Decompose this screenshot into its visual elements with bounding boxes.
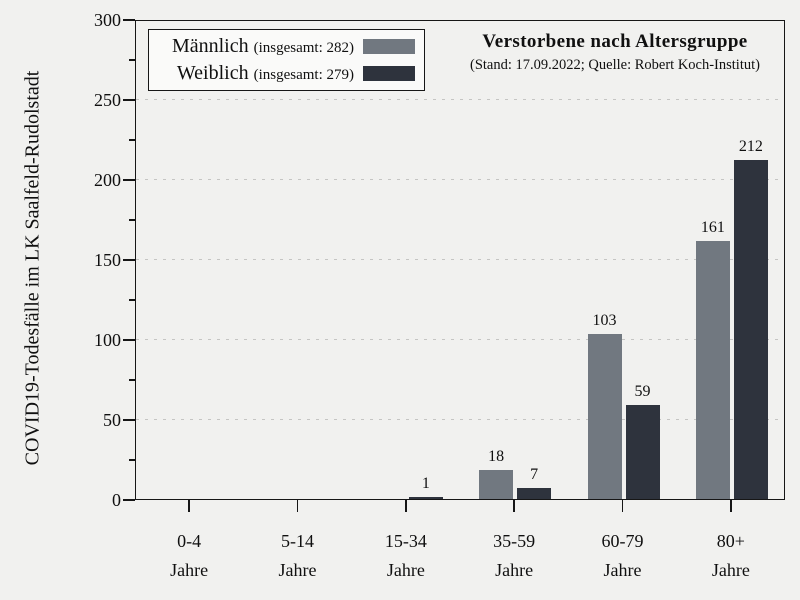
value-label-Weiblich-35-59: 7	[530, 465, 539, 483]
chart-subtitle: (Stand: 17.09.2022; Quelle: Robert Koch-…	[470, 57, 760, 73]
y-tick-0	[123, 499, 135, 501]
y-tick-200	[123, 179, 135, 181]
x-tick-5-14	[296, 500, 299, 512]
x-label-5-14: 5-14 Jahre	[244, 527, 352, 585]
value-label-Männlich-80+: 161	[700, 219, 725, 237]
x-label-range: 80+	[716, 531, 745, 551]
gridline-250	[136, 98, 784, 100]
y-minor-tick-125	[129, 299, 135, 301]
x-label-range: 15-34	[384, 531, 427, 551]
x-tick-0-4	[188, 500, 190, 512]
y-tick-label-200: 200	[94, 170, 121, 190]
legend-swatch-female	[363, 65, 415, 81]
value-label-Weiblich-60-79: 59	[634, 382, 651, 400]
y-minor-tick-75	[129, 379, 135, 381]
x-tick-60-79	[621, 500, 624, 512]
chart-title-block: Verstorbene nach Altersgruppe (Stand: 17…	[445, 31, 785, 74]
x-label-35-59: 35-59 Jahre	[460, 527, 568, 585]
gridline-200	[136, 178, 784, 180]
y-tick-label-0: 0	[112, 490, 121, 510]
legend-item-male: Männlich (insgesamt: 282)	[153, 35, 415, 58]
x-label-unit: Jahre	[603, 560, 642, 580]
value-label-Weiblich-15-34: 1	[421, 475, 430, 493]
x-tick-15-34	[405, 500, 407, 512]
bar-Weiblich-35-59	[517, 487, 552, 499]
y-minor-tick-175	[129, 219, 135, 221]
y-tick-250	[123, 99, 135, 101]
chart-title: Verstorbene nach Altersgruppe	[482, 31, 748, 52]
y-tick-100	[123, 339, 135, 341]
x-label-range: 0-4	[177, 531, 202, 551]
x-label-range: 60-79	[601, 531, 644, 551]
x-tick-35-59	[513, 500, 515, 512]
bar-Männlich-35-59	[479, 470, 514, 499]
gridline-150	[136, 258, 784, 260]
y-minor-tick-25	[129, 459, 135, 461]
bar-Weiblich-60-79	[625, 404, 660, 499]
x-label-range: 5-14	[281, 531, 314, 551]
legend-item-female: Weiblich (insgesamt: 279)	[153, 62, 415, 85]
gridline-100	[136, 338, 784, 340]
y-tick-label-150: 150	[94, 250, 121, 270]
y-tick-label-300: 300	[94, 10, 121, 30]
y-minor-tick-225	[129, 139, 135, 141]
legend-swatch-male	[363, 39, 415, 55]
x-label-range: 35-59	[493, 531, 536, 551]
x-label-0-4: 0-4 Jahre	[135, 527, 243, 585]
x-label-unit: Jahre	[170, 560, 209, 580]
x-label-60-79: 60-79 Jahre	[569, 527, 677, 585]
y-tick-label-250: 250	[94, 90, 121, 110]
x-label-unit: Jahre	[278, 560, 317, 580]
x-label-80+: 80+ Jahre	[677, 527, 785, 585]
plot-area: 1 18 7 103 59 161 212	[135, 20, 785, 500]
bar-Weiblich-80+	[733, 159, 768, 499]
y-tick-150	[123, 259, 135, 261]
y-tick-300	[123, 19, 135, 21]
legend: Männlich (insgesamt: 282) Weiblich (insge…	[148, 29, 425, 91]
gridline-50	[136, 418, 784, 420]
legend-label: Weiblich (insgesamt: 279)	[176, 61, 354, 84]
bar-Weiblich-15-34	[408, 497, 443, 499]
x-label-unit: Jahre	[495, 560, 534, 580]
x-label-15-34: 15-34 Jahre	[352, 527, 460, 585]
y-tick-label-100: 100	[94, 330, 121, 350]
value-label-Männlich-35-59: 18	[488, 448, 505, 466]
legend-label: Männlich (insgesamt: 282)	[171, 35, 354, 58]
y-minor-tick-275	[129, 59, 135, 61]
y-tick-label-50: 50	[103, 410, 121, 430]
y-tick-50	[123, 419, 135, 421]
value-label-Männlich-60-79: 103	[592, 312, 617, 330]
x-label-unit: Jahre	[711, 560, 750, 580]
x-label-unit: Jahre	[386, 560, 425, 580]
bar-Männlich-80+	[695, 241, 730, 499]
bar-Männlich-60-79	[587, 334, 622, 499]
value-label-Weiblich-80+: 212	[738, 137, 763, 155]
x-tick-80+	[730, 500, 732, 512]
